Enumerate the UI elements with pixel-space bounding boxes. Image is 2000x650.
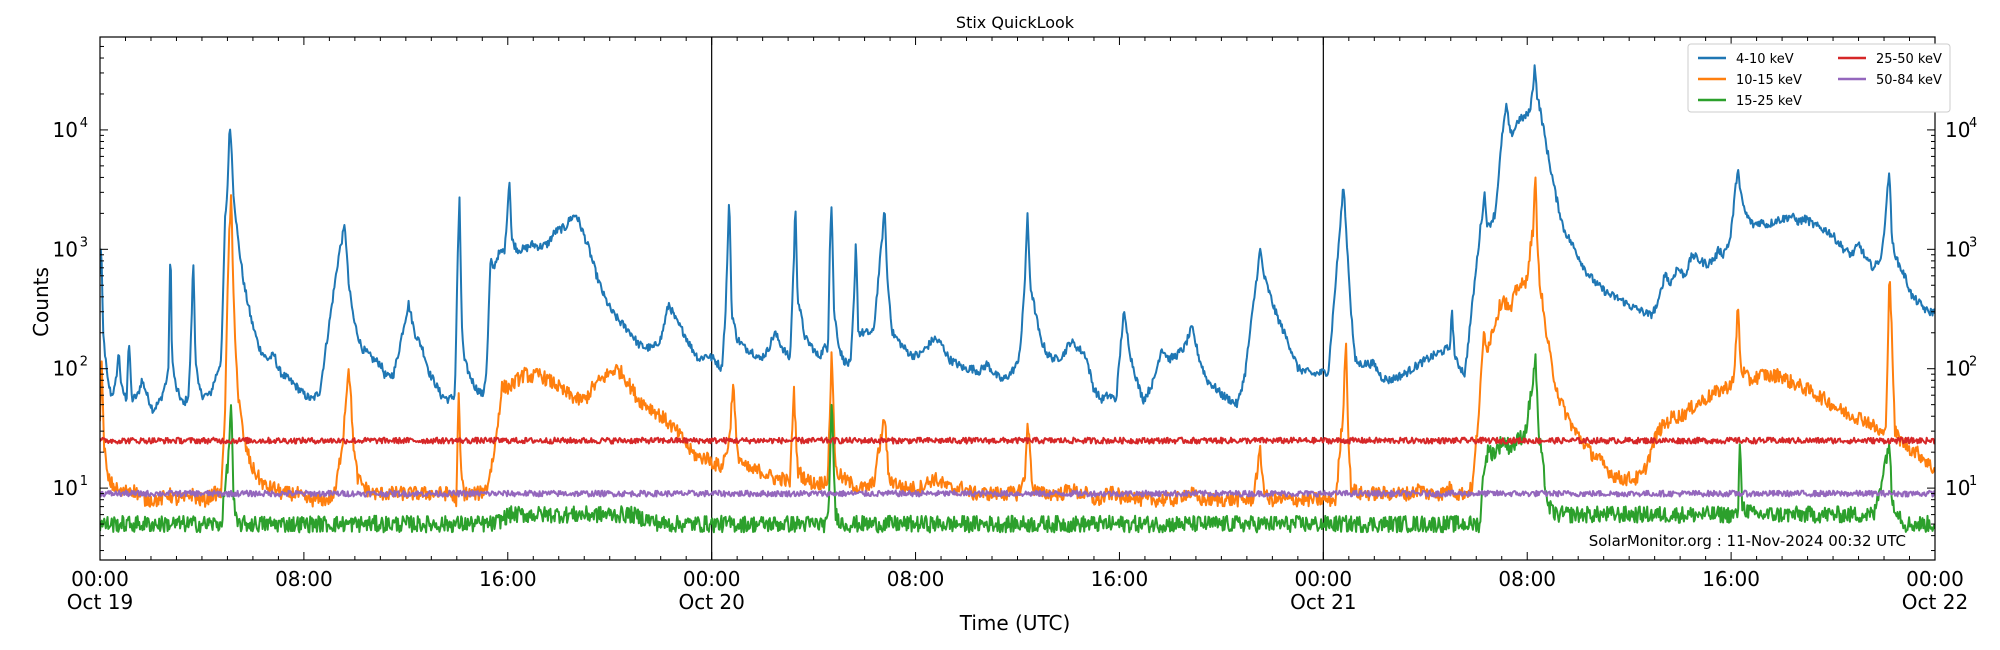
- y-tick-exponent: 4: [1969, 116, 1977, 131]
- y-tick-exponent: 4: [80, 116, 88, 131]
- y-tick-label-right: 10: [1945, 118, 1970, 142]
- x-tick-time-label: 08:00: [1498, 567, 1556, 591]
- x-tick-time-label: 16:00: [479, 567, 537, 591]
- x-tick-time-label: 08:00: [275, 567, 333, 591]
- x-tick-time-label: 08:00: [887, 567, 945, 591]
- legend-label: 25-50 keV: [1876, 52, 1942, 67]
- x-tick-date-label: Oct 21: [1290, 590, 1356, 614]
- y-tick-label-right: 10: [1945, 476, 1970, 500]
- x-axis-label: Time (UTC): [959, 611, 1071, 635]
- y-axis-label: Counts: [29, 267, 53, 337]
- y-tick-label-right: 10: [1945, 357, 1970, 381]
- y-tick-exponent: 1: [80, 474, 88, 489]
- x-tick-time-label: 16:00: [1091, 567, 1149, 591]
- y-tick-label-left: 10: [53, 118, 78, 142]
- legend-label: 50-84 keV: [1876, 73, 1942, 88]
- legend: 4-10 keV 10-15 keV 15-25 keV 25-50 keV 50-84…: [1687, 43, 1951, 113]
- y-tick-label-left: 10: [53, 357, 78, 381]
- y-tick-exponent: 2: [1969, 355, 1977, 370]
- legend-box: [1687, 43, 1951, 113]
- y-tick-exponent: 1: [1969, 474, 1977, 489]
- source-annotation: SolarMonitor.org : 11-Nov-2024 00:32 UTC: [1589, 532, 1906, 550]
- legend-label: 4-10 keV: [1736, 52, 1794, 67]
- legend-label: 10-15 keV: [1736, 73, 1802, 88]
- x-tick-date-label: Oct 19: [67, 590, 133, 614]
- series-line-25-50-kev: [100, 436, 1935, 445]
- y-tick-label-left: 10: [53, 237, 78, 261]
- x-tick-date-label: Oct 22: [1902, 590, 1968, 614]
- x-tick-date-label: Oct 20: [678, 590, 744, 614]
- x-tick-time-label: 00:00: [683, 567, 741, 591]
- x-tick-time-label: 00:00: [1295, 567, 1353, 591]
- series-line-15-25-kev: [100, 353, 1935, 534]
- y-tick-exponent: 3: [80, 235, 88, 250]
- y-tick-label-left: 10: [53, 476, 78, 500]
- x-tick-time-label: 16:00: [1702, 567, 1760, 591]
- x-tick-time-label: 00:00: [1906, 567, 1964, 591]
- y-tick-label-right: 10: [1945, 237, 1970, 261]
- series-line-4-10-kev: [100, 64, 1935, 414]
- y-tick-exponent: 3: [1969, 235, 1977, 250]
- legend-label: 15-25 keV: [1736, 94, 1802, 109]
- chart-title: Stix QuickLook: [956, 13, 1075, 32]
- x-tick-time-label: 00:00: [71, 567, 129, 591]
- series-group: [100, 64, 1935, 534]
- y-tick-exponent: 2: [80, 355, 88, 370]
- series-line-50-84-kev: [100, 489, 1935, 498]
